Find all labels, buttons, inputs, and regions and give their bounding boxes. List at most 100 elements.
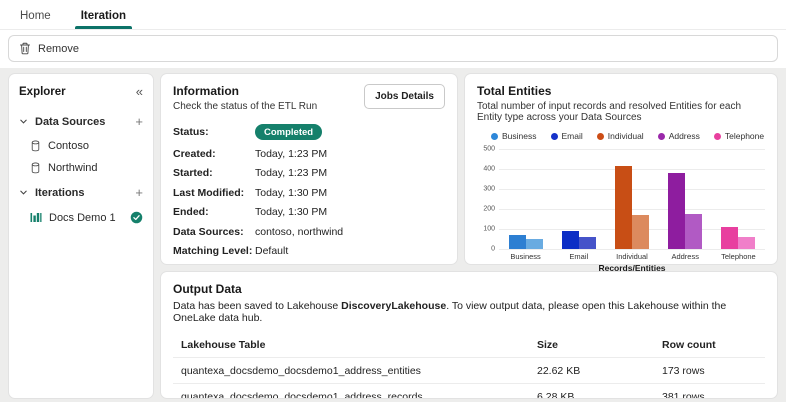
chevron-down-icon[interactable] xyxy=(19,117,29,126)
legend-dot-icon xyxy=(657,132,665,140)
y-tick-label: 500 xyxy=(483,145,495,153)
plus-icon[interactable]: + xyxy=(135,114,143,129)
info-field-label: Matching Level: xyxy=(173,245,253,257)
table-row[interactable]: quantexa_docsdemo_docsdemo1_address_enti… xyxy=(173,358,765,384)
information-title: Information xyxy=(173,84,239,98)
info-field-label: Ended: xyxy=(173,206,209,218)
legend-dot-icon xyxy=(713,132,721,140)
info-field-row: Status: Completed xyxy=(173,124,445,140)
cell-table-name: quantexa_docsdemo_docsdemo1_address_reco… xyxy=(181,390,423,399)
info-field-row: Data Sources: contoso, northwind xyxy=(173,226,445,238)
x-tick-label-individual: Individual xyxy=(616,252,648,261)
bar-group-telephone xyxy=(712,227,765,249)
total-entities-panel: Total Entities Total number of input rec… xyxy=(464,73,778,273)
x-tick-label-telephone: Telephone xyxy=(721,252,756,261)
chart-y-axis: 0 100 200 300 400 500 xyxy=(477,145,499,253)
tree-section-label: Iterations xyxy=(35,186,85,199)
info-field-label: Status: xyxy=(173,126,209,138)
bar-group-email xyxy=(552,231,605,249)
info-field-value: contoso, northwind xyxy=(255,225,344,238)
tree-item-label: Docs Demo 1 xyxy=(49,211,116,224)
table-row[interactable]: quantexa_docsdemo_docsdemo1_address_reco… xyxy=(173,384,765,399)
bar-group-address xyxy=(659,172,712,249)
output-data-table: Lakehouse Table Size Row count quantexa_doc… xyxy=(173,332,765,399)
records-bar-address xyxy=(668,172,686,249)
records-bar-business xyxy=(508,235,526,249)
bar-group-business xyxy=(499,235,552,249)
info-field-row: Matching Level: Default xyxy=(173,245,445,257)
info-field-label: Created: xyxy=(173,147,216,160)
gridline xyxy=(499,189,765,190)
chevron-down-icon[interactable] xyxy=(19,188,29,197)
right-column: Information Check the status of the ETL … xyxy=(160,73,778,399)
tree-section-label: Data Sources xyxy=(35,115,106,128)
table-header-row: Lakehouse Table Size Row count xyxy=(173,332,765,358)
legend-item-address: Address xyxy=(657,131,700,141)
tree-item-label: Contoso xyxy=(48,140,89,152)
info-field-label: Data Sources: xyxy=(173,225,244,238)
legend-item-telephone: Telephone xyxy=(713,131,765,141)
gridline xyxy=(499,249,765,250)
info-field-row: Ended: Today, 1:30 PM xyxy=(173,206,445,218)
chart-x-axis-title: Records/Entities xyxy=(598,263,666,273)
legend-dot-icon xyxy=(550,132,558,140)
output-data-panel: Output Data Data has been saved to Lakeh… xyxy=(160,271,778,399)
information-panel: Information Check the status of the ETL … xyxy=(160,73,458,265)
entities-bar-address xyxy=(685,214,703,249)
legend-dot-icon xyxy=(596,132,604,140)
explorer-panel: Explorer « Data Sources + Contoso Northwind… xyxy=(8,73,154,399)
info-field-label: Last Modified: xyxy=(173,186,245,199)
chart-x-labels: Business Email Individual Address Telephone xyxy=(499,252,765,261)
y-tick-label: 400 xyxy=(483,165,495,173)
jobs-details-button[interactable]: Jobs Details xyxy=(364,84,445,109)
entities-bar-individual xyxy=(632,215,649,249)
tree-item-northwind[interactable]: Northwind xyxy=(9,157,153,179)
column-header-size: Size xyxy=(537,338,559,351)
legend-label: Telephone xyxy=(724,131,765,141)
records-bar-email xyxy=(561,231,579,249)
information-fields: Status: Completed Created: Today, 1:23 PM St… xyxy=(173,124,445,257)
cell-size: 6.28 KB xyxy=(537,390,575,399)
tab-iteration[interactable]: Iteration xyxy=(74,2,133,29)
y-tick-label: 300 xyxy=(483,185,495,193)
legend-item-email: Email xyxy=(550,131,583,141)
output-data-description: Data has been saved to Lakehouse Discove… xyxy=(173,300,727,324)
info-field-value: Today, 1:30 PM xyxy=(255,206,328,218)
legend-label: Email xyxy=(561,131,583,141)
total-entities-title: Total Entities xyxy=(477,84,552,98)
x-tick-label-email: Email xyxy=(569,252,589,261)
cell-size: 22.62 KB xyxy=(537,364,581,377)
column-header-lakehouse-table: Lakehouse Table xyxy=(181,338,266,351)
chart-legend: Business Email Individual Address Telephone xyxy=(491,131,765,141)
info-field-row: Last Modified: Today, 1:30 PM xyxy=(173,187,445,199)
tree-item-label: Northwind xyxy=(48,162,98,174)
y-tick-label: 200 xyxy=(483,205,495,213)
tree-item-contoso[interactable]: Contoso xyxy=(9,135,153,157)
main-content: Explorer « Data Sources + Contoso Northwind… xyxy=(0,68,786,402)
column-header-row-count: Row count xyxy=(662,338,716,351)
info-field-value: Today, 1:23 PM xyxy=(255,147,328,160)
x-tick-label-business: Business xyxy=(510,252,541,261)
tree-item-docs-demo-1[interactable]: Docs Demo 1 xyxy=(9,206,153,229)
tree-section-data-sources: Data Sources + Contoso Northwind xyxy=(9,108,153,179)
legend-label: Business xyxy=(502,131,537,141)
remove-button[interactable]: Remove xyxy=(19,42,79,55)
tab-bar: Home Iteration xyxy=(0,0,786,30)
tab-home[interactable]: Home xyxy=(20,10,51,22)
status-badge: Completed xyxy=(255,124,323,140)
info-field-value: Today, 1:23 PM xyxy=(255,167,328,179)
remove-button-label: Remove xyxy=(38,42,79,55)
bar-group-individual xyxy=(605,166,658,249)
database-icon xyxy=(30,140,41,152)
information-subtitle: Check the status of the ETL Run xyxy=(173,101,318,112)
info-field-value: Today, 1:30 PM xyxy=(255,186,328,199)
x-tick-label-address: Address xyxy=(671,252,699,261)
top-row: Information Check the status of the ETL … xyxy=(160,73,778,273)
output-data-title: Output Data xyxy=(173,282,242,296)
plus-icon[interactable]: + xyxy=(135,185,143,200)
tree-section-header: Data Sources + xyxy=(9,108,153,135)
info-field-row: Created: Today, 1:23 PM xyxy=(173,148,445,160)
toolbar-wrap: Remove xyxy=(0,30,786,68)
info-field-row: Started: Today, 1:23 PM xyxy=(173,167,445,179)
chevrons-left-icon[interactable]: « xyxy=(135,84,143,99)
